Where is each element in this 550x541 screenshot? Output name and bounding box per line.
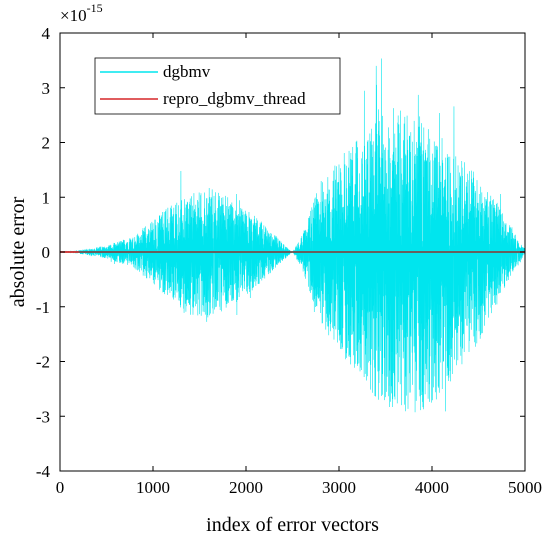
y-axis-exponent: ×10-15 <box>60 1 103 25</box>
x-tick-label: 1000 <box>136 478 170 497</box>
x-axis-label: index of error vectors <box>206 514 379 536</box>
plot-area <box>59 58 526 413</box>
y-tick-label: 1 <box>42 188 51 207</box>
x-tick-label: 2000 <box>229 478 263 497</box>
y-tick-label: -4 <box>36 462 51 481</box>
x-tick-label: 4000 <box>415 478 449 497</box>
y-tick-label: 0 <box>42 243 51 262</box>
y-tick-label: -3 <box>36 407 50 426</box>
y-tick-label: -2 <box>36 353 50 372</box>
y-axis-ticks: -4 -3 -2 -1 0 1 2 3 4 <box>36 24 525 481</box>
legend-box <box>94 57 341 115</box>
legend-label-dgbmv: dgbmv <box>163 62 211 81</box>
y-tick-label: 4 <box>42 24 51 43</box>
legend-label-repro: repro_dgbmv_thread <box>163 89 306 108</box>
y-axis-label: absolute error <box>7 196 29 307</box>
y-tick-label: -1 <box>36 298 50 317</box>
x-tick-label: 3000 <box>322 478 356 497</box>
x-tick-label: 0 <box>56 478 65 497</box>
y-tick-label: 3 <box>42 79 51 98</box>
legend: dgbmv repro_dgbmv_thread <box>94 57 341 115</box>
y-tick-label: 2 <box>42 134 51 153</box>
x-tick-label: 5000 <box>508 478 542 497</box>
x-axis-ticks: 0 1000 2000 3000 4000 5000 <box>56 33 542 497</box>
